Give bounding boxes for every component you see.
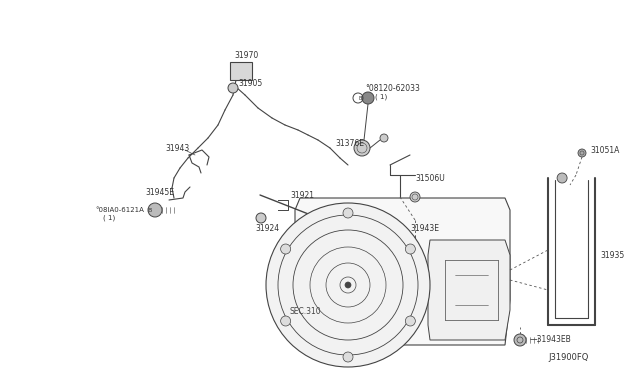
Circle shape	[228, 83, 238, 93]
Text: 31945E: 31945E	[145, 187, 174, 196]
Circle shape	[354, 140, 370, 156]
Text: 31943: 31943	[165, 144, 189, 153]
Text: SEC.310: SEC.310	[290, 308, 322, 317]
Text: —31943EB: —31943EB	[530, 336, 572, 344]
Circle shape	[343, 352, 353, 362]
Text: °08120-62033: °08120-62033	[365, 83, 420, 93]
Circle shape	[345, 282, 351, 288]
Circle shape	[362, 92, 374, 104]
Text: 31935: 31935	[600, 250, 624, 260]
Text: 31970: 31970	[234, 51, 259, 60]
Bar	[230, 62, 252, 80]
Text: °08lA0-6121A: °08lA0-6121A	[95, 207, 144, 213]
Text: ( 1): ( 1)	[103, 215, 115, 221]
Circle shape	[557, 173, 567, 183]
Circle shape	[281, 316, 291, 326]
Circle shape	[405, 244, 415, 254]
Text: ( 1): ( 1)	[375, 94, 387, 100]
Text: 31943E: 31943E	[410, 224, 439, 232]
Circle shape	[148, 203, 162, 217]
Circle shape	[380, 134, 388, 142]
Text: B: B	[358, 96, 362, 100]
Circle shape	[578, 149, 586, 157]
Text: 31506U: 31506U	[415, 173, 445, 183]
Text: J31900FQ: J31900FQ	[548, 353, 588, 362]
Text: 31921: 31921	[290, 190, 314, 199]
Polygon shape	[428, 240, 510, 340]
Circle shape	[514, 334, 526, 346]
Circle shape	[410, 192, 420, 202]
Circle shape	[281, 244, 291, 254]
Circle shape	[266, 203, 430, 367]
Text: 31924: 31924	[255, 224, 279, 232]
Circle shape	[405, 316, 415, 326]
Circle shape	[256, 213, 266, 223]
Text: 31905: 31905	[238, 78, 262, 87]
Text: 31051A: 31051A	[590, 145, 620, 154]
Text: 31376E: 31376E	[335, 138, 364, 148]
Text: B: B	[148, 208, 152, 212]
Circle shape	[343, 208, 353, 218]
Polygon shape	[295, 198, 510, 345]
